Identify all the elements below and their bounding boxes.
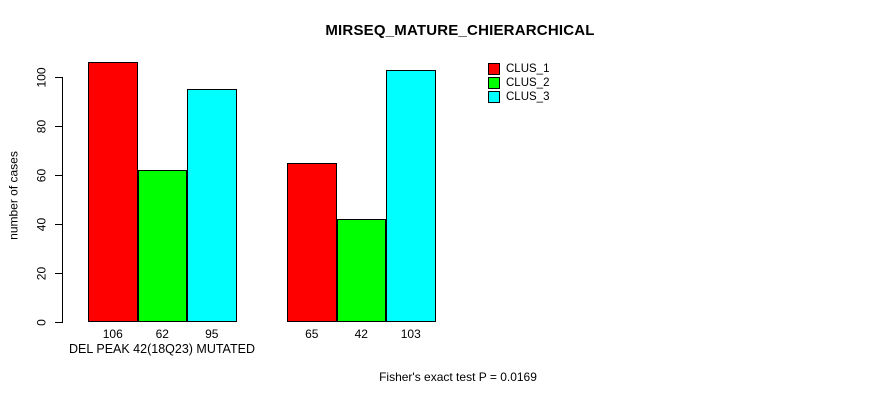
- bar-clus_3-group2: [386, 69, 436, 322]
- y-axis-tick-mark: [55, 272, 62, 274]
- stat-text: Fisher's exact test P = 0.0169: [379, 370, 537, 384]
- y-axis-tick-label: 60: [34, 168, 49, 182]
- y-axis-line: [62, 77, 63, 323]
- legend-swatch-icon: [488, 77, 500, 89]
- y-axis-tick-label: 80: [34, 119, 49, 133]
- bar-value-label: 106: [102, 327, 123, 341]
- bar-clus_1-group1: [88, 62, 138, 322]
- legend-label: CLUS_1: [506, 63, 550, 75]
- chart-title: MIRSEQ_MATURE_CHIERARCHICAL: [325, 22, 595, 39]
- bar-clus_1-group2: [287, 162, 337, 322]
- legend-row-clus_1: CLUS_1: [488, 62, 549, 76]
- bar-value-label: 62: [155, 327, 169, 341]
- legend-swatch-icon: [488, 63, 500, 75]
- bar-clus_3-group1: [187, 89, 237, 322]
- legend-label: CLUS_3: [506, 91, 550, 103]
- bar-value-label: 42: [354, 327, 368, 341]
- legend-swatch-icon: [488, 91, 500, 103]
- bar-value-label: 65: [305, 327, 319, 341]
- y-axis-tick-mark: [55, 321, 62, 323]
- x-group-label: DEL PEAK 42(18Q23) MUTATED: [69, 342, 255, 356]
- y-axis-label: number of cases: [6, 151, 21, 240]
- y-axis-tick-label: 20: [34, 266, 49, 280]
- y-axis-tick-mark: [55, 174, 62, 176]
- legend-row-clus_2: CLUS_2: [488, 76, 549, 90]
- y-axis-tick-label: 40: [34, 217, 49, 231]
- y-axis-tick-mark: [55, 223, 62, 225]
- legend: CLUS_1 CLUS_2 CLUS_3: [488, 62, 549, 104]
- bar-clus_2-group1: [137, 170, 187, 322]
- bar-clus_2-group2: [336, 219, 386, 322]
- y-axis-tick-label: 0: [34, 318, 49, 326]
- y-axis-tick-label: 100: [34, 66, 49, 88]
- y-axis-tick-mark: [55, 125, 62, 127]
- legend-row-clus_3: CLUS_3: [488, 90, 549, 104]
- bar-value-label: 103: [400, 327, 421, 341]
- legend-label: CLUS_2: [506, 77, 550, 89]
- y-axis-tick-mark: [55, 76, 62, 78]
- bar-value-label: 95: [205, 327, 219, 341]
